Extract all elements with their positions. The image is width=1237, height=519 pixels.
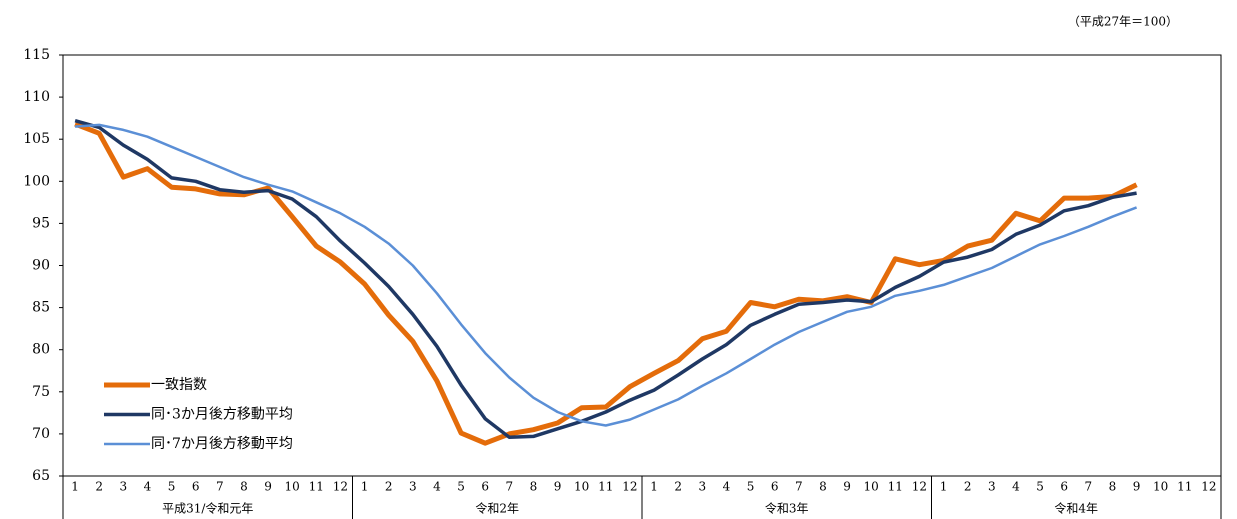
x-tick-label: 7 — [216, 480, 224, 494]
x-tick-label: 3 — [409, 480, 417, 494]
x-tick-label: 9 — [1133, 480, 1141, 494]
y-tick-label: 110 — [23, 89, 50, 105]
series-line — [74, 119, 1137, 440]
y-tick-label: 95 — [32, 215, 50, 231]
x-tick-label: 10 — [1153, 480, 1168, 494]
group-label: 令和4年 — [1054, 501, 1098, 516]
x-tick-label: 12 — [1201, 480, 1216, 494]
y-tick-label: 100 — [23, 173, 50, 189]
x-tick-label: 12 — [622, 480, 637, 494]
x-tick-label: 6 — [481, 480, 489, 494]
x-tick-label: 3 — [119, 480, 127, 494]
x-tick-label: 3 — [698, 480, 706, 494]
group-label: 令和3年 — [765, 501, 809, 516]
x-tick-label: 11 — [1177, 480, 1192, 494]
x-tick-label: 4 — [1012, 480, 1020, 494]
x-tick-label: 9 — [554, 480, 562, 494]
x-tick-label: 6 — [1060, 480, 1068, 494]
x-tick-label: 4 — [723, 480, 731, 494]
x-tick-label: 10 — [285, 480, 300, 494]
x-tick-label: 10 — [864, 480, 879, 494]
group-label: 令和2年 — [475, 501, 519, 516]
y-tick-label: 80 — [32, 342, 50, 358]
x-tick-label: 7 — [1084, 480, 1092, 494]
x-tick-label: 11 — [309, 480, 324, 494]
x-tick-label: 1 — [361, 480, 369, 494]
y-tick-label: 65 — [32, 468, 50, 484]
x-tick-label: 9 — [264, 480, 272, 494]
x-tick-label: 12 — [333, 480, 348, 494]
x-tick-label: 8 — [819, 480, 827, 494]
x-tick-label: 1 — [650, 480, 658, 494]
x-tick-label: 4 — [144, 480, 152, 494]
x-tick-label: 2 — [385, 480, 393, 494]
x-tick-label: 8 — [1109, 480, 1117, 494]
x-tick-label: 7 — [795, 480, 803, 494]
x-tick-label: 11 — [888, 480, 903, 494]
y-tick-label: 85 — [32, 300, 50, 316]
y-tick-label: 105 — [23, 131, 50, 147]
x-tick-label: 5 — [747, 480, 755, 494]
x-tick-label: 1 — [71, 480, 79, 494]
x-tick-label: 1 — [940, 480, 948, 494]
x-tick-label: 10 — [574, 480, 589, 494]
x-tick-label: 5 — [457, 480, 465, 494]
x-tick-label: 8 — [530, 480, 538, 494]
y-tick-label: 90 — [32, 258, 50, 274]
x-tick-label: 5 — [168, 480, 176, 494]
x-tick-label: 6 — [771, 480, 779, 494]
x-tick-label: 5 — [1036, 480, 1044, 494]
x-tick-label: 6 — [192, 480, 200, 494]
x-tick-label: 3 — [988, 480, 996, 494]
y-tick-label: 75 — [32, 384, 50, 400]
x-tick-label: 11 — [598, 480, 613, 494]
group-label: 平成31/令和元年 — [162, 501, 253, 516]
x-tick-label: 4 — [433, 480, 441, 494]
x-tick-label: 2 — [95, 480, 103, 494]
x-tick-label: 2 — [674, 480, 682, 494]
x-tick-label: 9 — [843, 480, 851, 494]
unit-note: （平成27年＝100） — [1068, 15, 1178, 29]
series-line — [75, 123, 1138, 427]
legend-label: 一致指数 — [151, 377, 207, 393]
x-tick-label: 8 — [240, 480, 248, 494]
x-tick-label: 12 — [912, 480, 927, 494]
y-tick-label: 70 — [32, 426, 50, 442]
legend-label: 同･3か月後方移動平均 — [151, 407, 293, 423]
x-tick-label: 7 — [505, 480, 513, 494]
legend-label: 同･7か月後方移動平均 — [151, 436, 293, 452]
x-tick-label: 2 — [964, 480, 972, 494]
y-tick-label: 115 — [23, 47, 50, 63]
